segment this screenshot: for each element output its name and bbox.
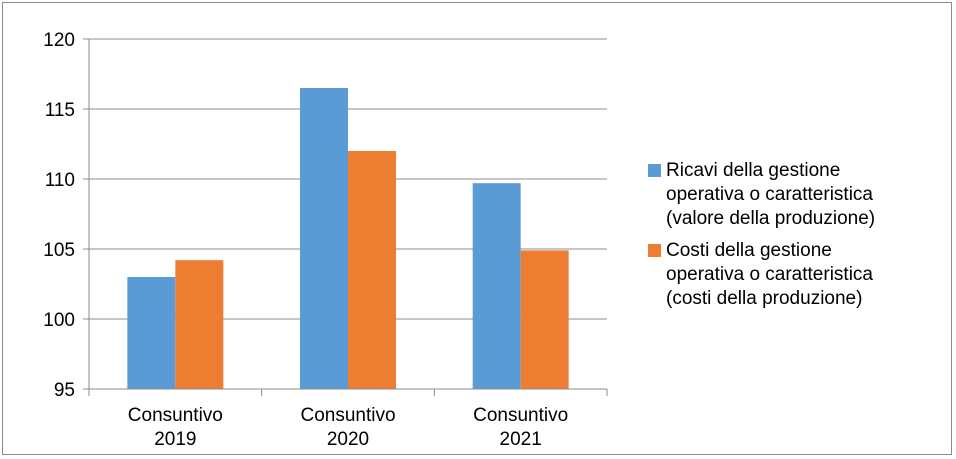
y-tick-label: 100 [43,310,75,331]
y-tick-label: 95 [54,380,75,401]
y-tick-label: 105 [43,240,75,261]
bar-series1-1 [300,88,348,389]
bar-series1-2 [472,183,521,389]
x-category-label: 2019 [154,429,196,450]
bar-series1-0 [127,277,176,389]
legend-swatch-series1 [648,164,661,177]
bar-series2-1 [348,151,396,389]
legend-label-series1: operativa o caratteristica [666,184,873,205]
x-category-label: Consuntivo [473,405,568,426]
x-category-label: 2021 [500,429,542,450]
legend-swatch-series2 [648,244,661,257]
legend-label-series2: Costi della gestione [666,240,832,261]
x-category-label: Consuntivo [128,405,223,426]
x-category-label: Consuntivo [300,405,395,426]
y-tick-label: 115 [45,100,75,121]
x-category-label: 2020 [327,429,369,450]
legend-label-series1: Ricavi della gestione [666,160,840,181]
bar-chart: 95 100 105 110 115 120 Consuntivo 2019 Consuntiv… [43,30,875,450]
bar-series2-2 [520,250,569,389]
y-tick-label: 120 [43,30,75,51]
legend-label-series2: operativa o caratteristica [666,264,873,285]
bar-series2-0 [175,260,224,389]
legend-label-series2: (costi della produzione) [666,288,862,309]
y-tick-label: 110 [45,170,75,191]
legend-label-series1: (valore della produzione) [666,208,875,229]
